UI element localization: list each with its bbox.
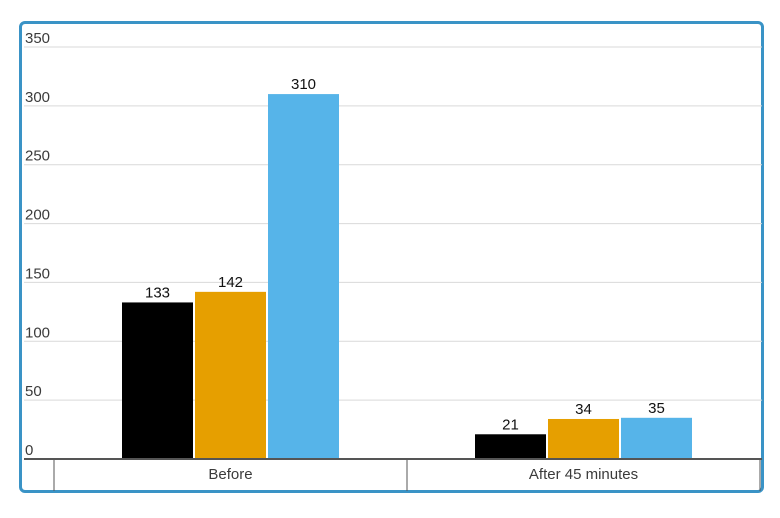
bar (268, 94, 339, 459)
x-category-label: After 45 minutes (529, 466, 638, 483)
data-label: 310 (291, 76, 316, 93)
bars (122, 94, 692, 459)
y-tick-label: 200 (25, 207, 50, 224)
bar (621, 417, 692, 459)
data-labels: 133 142 310 21 34 35 (145, 76, 665, 433)
x-axis: Before After 45 minutes (53, 459, 761, 491)
data-label: 142 (218, 274, 243, 291)
bar (195, 291, 266, 459)
y-tick-label: 100 (25, 324, 50, 341)
y-tick-label: 50 (25, 383, 42, 400)
y-tick-label: 300 (25, 89, 50, 106)
data-label: 21 (502, 416, 519, 433)
data-label: 35 (648, 400, 665, 417)
y-tick-label: 350 (25, 30, 50, 47)
y-axis-ticks: 0 50 100 150 200 250 300 350 (25, 30, 50, 459)
bar (122, 302, 193, 459)
y-tick-label: 250 (25, 148, 50, 165)
data-label: 133 (145, 284, 170, 301)
bar (475, 434, 546, 459)
x-category-label: Before (208, 466, 252, 483)
data-label: 34 (575, 401, 592, 418)
y-tick-label: 0 (25, 442, 33, 459)
bar (548, 418, 619, 459)
y-tick-label: 150 (25, 265, 50, 282)
